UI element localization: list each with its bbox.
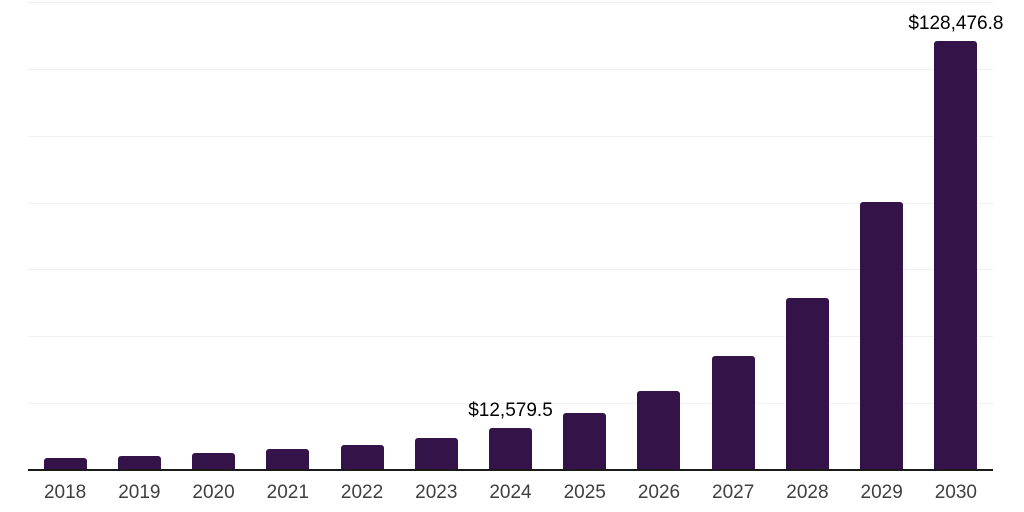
bar-2020 <box>192 452 236 470</box>
x-tick-label-2025: 2025 <box>563 482 606 503</box>
bar-2026 <box>637 391 681 470</box>
gridline <box>28 203 993 204</box>
x-tick-label-2021: 2021 <box>266 482 309 503</box>
bar-2022 <box>340 445 384 470</box>
bar-2018 <box>43 458 87 470</box>
bar-2023 <box>414 437 458 470</box>
x-tick-label-2022: 2022 <box>340 482 384 503</box>
bar-2027 <box>711 356 755 470</box>
bar-2024 <box>489 427 532 470</box>
x-tick-label-2029: 2029 <box>860 482 903 503</box>
x-tick-label-2026: 2026 <box>637 482 681 503</box>
data-label-2030: $128,476.8 <box>908 12 1004 34</box>
data-label-2024: $12,579.5 <box>468 399 553 421</box>
bar-2025 <box>563 412 607 470</box>
x-tick-label-2018: 2018 <box>43 482 87 503</box>
bar-2021 <box>266 448 310 470</box>
gridline <box>28 336 993 337</box>
x-tick-label-2020: 2020 <box>192 482 235 503</box>
x-axis-line <box>28 469 993 471</box>
bar-2019 <box>117 455 161 470</box>
x-tick-label-2024: 2024 <box>489 482 532 503</box>
gridline <box>28 403 993 404</box>
x-tick-label-2027: 2027 <box>712 482 755 503</box>
x-tick-label-2030: 2030 <box>934 482 978 503</box>
x-tick-label-2028: 2028 <box>786 482 829 503</box>
bar-2030 <box>934 40 978 470</box>
gridline <box>28 136 993 137</box>
x-tick-label-2019: 2019 <box>118 482 161 503</box>
bar-2029 <box>860 202 904 470</box>
gridline <box>28 2 993 3</box>
gridline <box>28 269 993 270</box>
gridline <box>28 69 993 70</box>
x-tick-label-2023: 2023 <box>415 482 458 503</box>
bar-2028 <box>785 298 829 470</box>
